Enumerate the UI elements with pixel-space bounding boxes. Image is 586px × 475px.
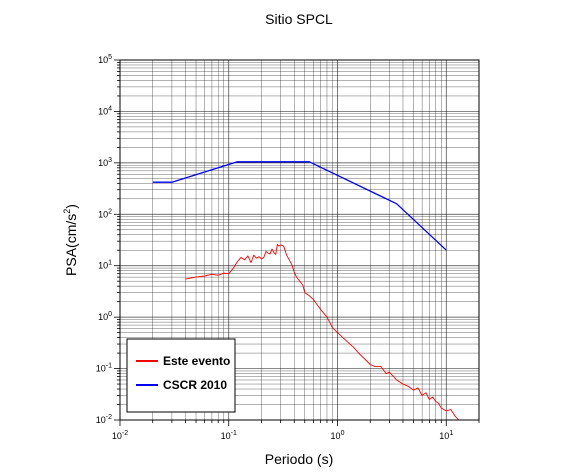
- x-tick-label-base: 10: [439, 431, 449, 441]
- y-tick-label: 105: [98, 54, 112, 65]
- x-tick-label: 10-2: [112, 430, 128, 441]
- x-tick-label: 10-1: [221, 430, 237, 441]
- y-tick-label-exponent: 4: [108, 105, 112, 112]
- y-tick-label: 102: [98, 208, 112, 219]
- legend-box: [126, 338, 236, 413]
- y-tick-label-base: 10: [98, 312, 108, 322]
- y-tick-label: 10-1: [96, 363, 112, 374]
- x-axis-label: Periodo (s): [265, 451, 333, 467]
- x-tick-label-exponent: -1: [231, 430, 237, 437]
- y-axis-label-base: PSA(cm/s: [63, 214, 79, 276]
- series-line-cscr-2010: [152, 161, 447, 251]
- legend: Este evento CSCR 2010: [126, 338, 236, 413]
- y-tick-label-exponent: 1: [108, 260, 112, 267]
- y-tick-label-base: 10: [98, 209, 108, 219]
- x-tick-label-exponent: -2: [122, 430, 128, 437]
- y-tick-label: 10-2: [96, 414, 112, 425]
- x-tick-label: 100: [331, 430, 345, 441]
- x-tick-label-base: 10: [221, 431, 231, 441]
- x-tick-label-base: 10: [331, 431, 341, 441]
- y-axis-label-superscript: 2: [62, 209, 72, 214]
- y-tick-label-base: 10: [98, 55, 108, 65]
- x-tick-label-base: 10: [112, 431, 122, 441]
- y-tick-label-exponent: 5: [108, 54, 112, 61]
- y-axis-label: PSA(cm/s2): [62, 204, 79, 276]
- legend-label-cscr-2010: CSCR 2010: [163, 378, 227, 392]
- y-tick-label-base: 10: [96, 364, 106, 374]
- series-line-este-evento: [185, 243, 460, 421]
- x-tick-label: 101: [439, 430, 453, 441]
- y-tick-label-exponent: -2: [106, 414, 112, 421]
- y-tick-label: 104: [98, 105, 112, 116]
- y-tick-label-exponent: -1: [106, 363, 112, 370]
- legend-label-este-evento: Este evento: [163, 354, 230, 368]
- y-tick-label-exponent: 3: [108, 157, 112, 164]
- y-tick-label-base: 10: [98, 261, 108, 271]
- plot-series: [152, 161, 460, 421]
- y-tick-label-exponent: 0: [108, 311, 112, 318]
- y-tick-label: 101: [98, 260, 112, 271]
- y-tick-label-exponent: 2: [108, 208, 112, 215]
- y-tick-label: 103: [98, 157, 112, 168]
- x-tick-label-exponent: 1: [449, 430, 453, 437]
- grid: [119, 59, 480, 421]
- x-tick-label-exponent: 0: [341, 430, 345, 437]
- y-tick-label-base: 10: [98, 106, 108, 116]
- y-tick-label-base: 10: [96, 415, 106, 425]
- y-axis-label-end: ): [63, 204, 79, 209]
- chart-title: Sitio SPCL: [265, 11, 333, 27]
- y-tick-label: 100: [98, 311, 112, 322]
- y-tick-label-base: 10: [98, 158, 108, 168]
- plot-frame: [119, 59, 480, 421]
